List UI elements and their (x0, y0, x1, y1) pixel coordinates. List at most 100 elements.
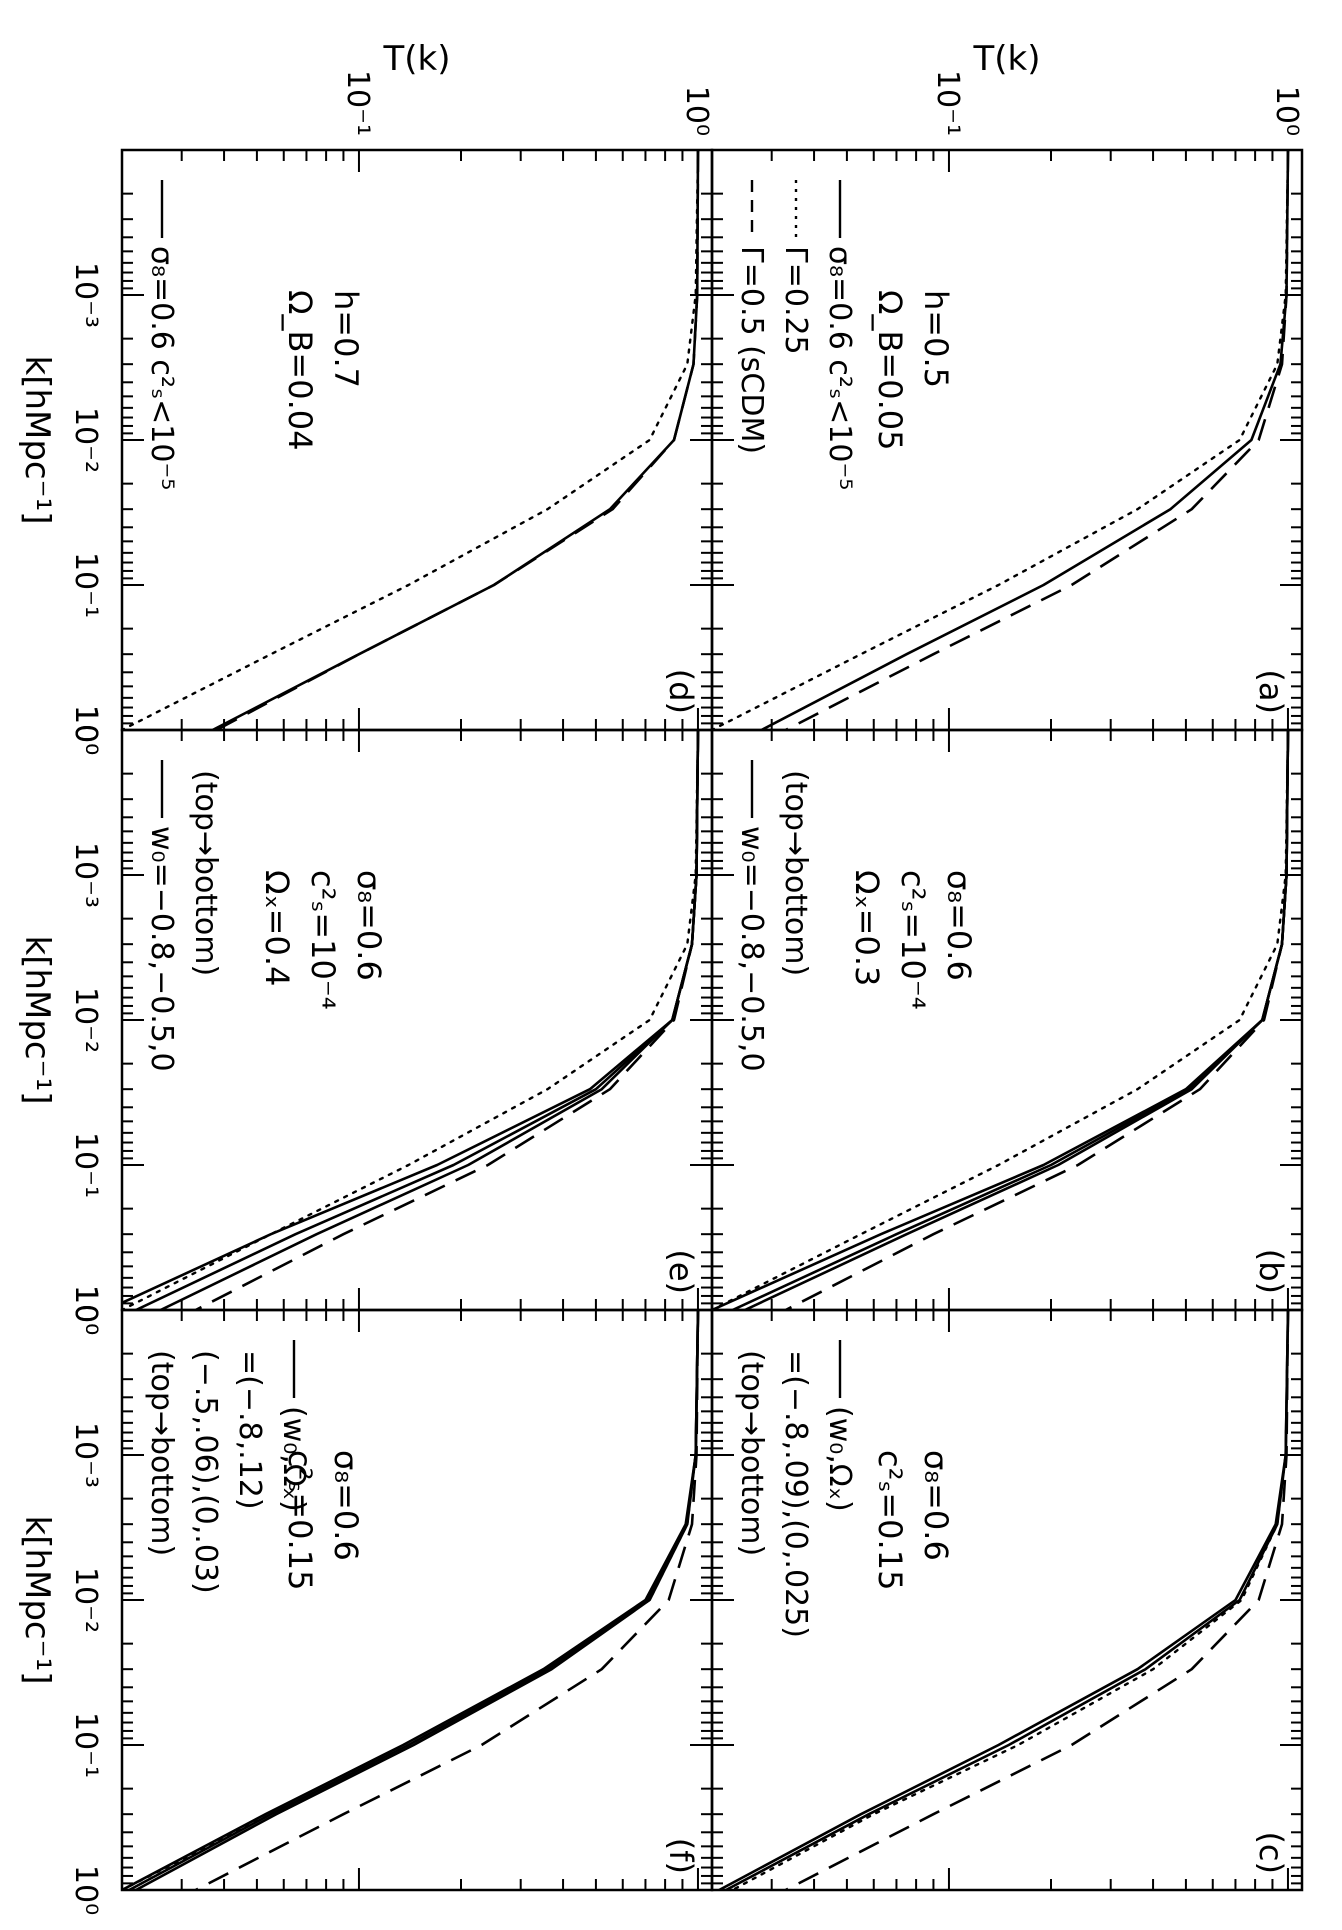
annotation-text: h=0.5 (917, 290, 955, 388)
legend-text: (−.5,.06),(0,.03) (188, 1350, 223, 1594)
legend-text: Γ=0.5 (sCDM) (734, 246, 769, 454)
series-line-dotted (122, 1310, 700, 1890)
x-ticks (122, 1352, 712, 1885)
y-ticks (121, 1310, 699, 1890)
legend-text: (top→bottom) (144, 1350, 179, 1556)
x-ticks (712, 192, 1302, 725)
panel-e: 10⁻³ 10⁻² 10⁻¹ 10⁰ 10⁰ (e) σ₈=0.6c²ₛ=10⁻⁴Ωₓ=0.… (68, 705, 714, 1335)
series-group (122, 150, 700, 730)
series-line-dotted (122, 730, 700, 1310)
panel-label: (f) (662, 1838, 700, 1874)
series-line-dotted (731, 1310, 1290, 1890)
legend-text: (top→bottom) (188, 770, 223, 976)
legend-text: σ₈=0.6 c²ₛ<10⁻⁵ (144, 246, 179, 490)
legend-text: σ₈=0.6 c²ₛ<10⁻⁵ (822, 246, 857, 490)
annotation-text: c²ₛ=10⁻⁴ (304, 870, 342, 1010)
series-line-dashed (785, 730, 1290, 1310)
y-ticks (711, 150, 1289, 730)
series-line-dotted (122, 150, 700, 730)
annotation-text: Ωₓ=0.4 (258, 870, 296, 986)
series-group (712, 730, 1290, 1310)
panels-group: 10⁰ 10⁻¹ (a) h=0.5Ω_B=0.05 σ₈=0.6 c²ₛ<10⁻⁵ Γ=… (68, 70, 1304, 1915)
series-group (122, 730, 700, 1310)
annotation-text: c²ₛ=0.15 (871, 1450, 909, 1590)
x-tick-label: 10⁻¹ (68, 552, 103, 618)
x-tick-label: 10⁻³ (68, 842, 103, 908)
series-line-solid (744, 730, 1290, 1310)
y-ticks (711, 1310, 1289, 1890)
y-tick-label: 10⁻¹ (930, 70, 965, 136)
series-line-dashed (195, 730, 700, 1310)
series-line-dashed (785, 1310, 1290, 1890)
annotation-text: σ₈=0.6 (917, 1450, 955, 1561)
panel-a: 10⁰ 10⁻¹ (a) h=0.5Ω_B=0.05 σ₈=0.6 c²ₛ<10⁻⁵ Γ=… (710, 70, 1304, 732)
ylabel-bottom-row: T(k) (383, 39, 451, 79)
annotation-text: σ₈=0.6 (327, 1450, 365, 1561)
xlabel-col-3: k[hMpc⁻¹] (17, 1516, 57, 1685)
series-line-dashed (195, 1310, 700, 1890)
series-line-solid (160, 730, 700, 1310)
panel-label: (b) (1252, 1249, 1290, 1294)
xlabel-col-1: k[hMpc⁻¹] (17, 356, 57, 525)
series-group (712, 150, 1290, 730)
annotation-text: Ω_B=0.05 (871, 290, 909, 450)
panel-label: (c) (1252, 1831, 1290, 1874)
series-line-solid (732, 730, 1290, 1310)
panel-d: 10⁻³ 10⁻² 10⁻¹ 10⁰ 10⁰ 10⁻¹ (d) h=0.7Ω_B=0.04 σ₈… (68, 70, 714, 755)
legend-text: (w₀,Ωₓ) (276, 1406, 311, 1512)
figure-labels: T(k) T(k) k[hMpc⁻¹] k[hMpc⁻¹] k[hMpc⁻¹] (17, 39, 1041, 1684)
x-tick-label: 10⁰ (68, 705, 103, 755)
panel-label: (e) (662, 1249, 700, 1294)
x-tick-label: 10⁰ (68, 1285, 103, 1335)
x-ticks (122, 192, 712, 725)
series-line-solid (122, 1310, 700, 1890)
annotation-text: σ₈=0.6 (350, 870, 388, 981)
x-ticks (712, 772, 1302, 1305)
x-ticks (712, 1352, 1302, 1885)
legend-text: =(−.8,.09),(0,.025) (778, 1350, 813, 1638)
panel-f: 10⁻³ 10⁻² 10⁻¹ 10⁰ 10⁰ (f) σ₈=0.6c²ₛ=0.15(w₀,Ω… (68, 1285, 714, 1915)
series-group (122, 1310, 700, 1890)
xlabel-col-2: k[hMpc⁻¹] (17, 936, 57, 1105)
series-line-solid (718, 1310, 1290, 1890)
y-ticks (121, 730, 699, 1310)
annotation-text: c²ₛ=10⁻⁴ (894, 870, 932, 1010)
legend-text: (w₀,Ωₓ) (822, 1406, 857, 1512)
y-tick-label: 10⁰ (679, 86, 714, 136)
legend-text: (top→bottom) (734, 1350, 769, 1556)
annotation-text: Ω_B=0.04 (281, 290, 319, 450)
x-tick-label: 10⁻² (68, 987, 103, 1053)
legend-text: (top→bottom) (778, 770, 813, 976)
annotation-text: σ₈=0.6 (940, 870, 978, 981)
series-line-dotted (712, 730, 1290, 1310)
x-tick-label: 10⁰ (68, 705, 103, 755)
x-tick-label: 10⁻³ (68, 262, 103, 328)
y-tick-label: 10⁰ (1269, 86, 1304, 136)
x-tick-label: 10⁻¹ (68, 1132, 103, 1198)
legend-text: w₀=−0.8,−0.5,0 (144, 826, 179, 1072)
x-tick-label: 10⁻² (68, 1567, 103, 1633)
series-line-dashed (785, 150, 1290, 730)
x-tick-label: 10⁻¹ (68, 1712, 103, 1778)
series-line-dotted (712, 150, 1290, 730)
panel-frame (710, 148, 1304, 732)
y-tick-label: 10⁻¹ (340, 70, 375, 136)
legend-text: =(−.8,.12) (232, 1350, 267, 1510)
annotation-text: Ωₓ=0.3 (848, 870, 886, 986)
annotation-text: c²ₛ=0.15 (281, 1450, 319, 1590)
legend-text: w₀=−0.8,−0.5,0 (734, 826, 769, 1072)
x-tick-label: 10⁻² (68, 407, 103, 473)
x-tick-label: 10⁰ (68, 1865, 103, 1915)
panel-label: (d) (662, 669, 700, 714)
series-group (718, 1310, 1290, 1890)
y-ticks (121, 150, 699, 730)
panel-label: (a) (1252, 669, 1290, 714)
series-line-dashed (215, 150, 700, 730)
legend-text: Γ=0.25 (778, 246, 813, 355)
x-tick-label: 10⁻³ (68, 1422, 103, 1488)
